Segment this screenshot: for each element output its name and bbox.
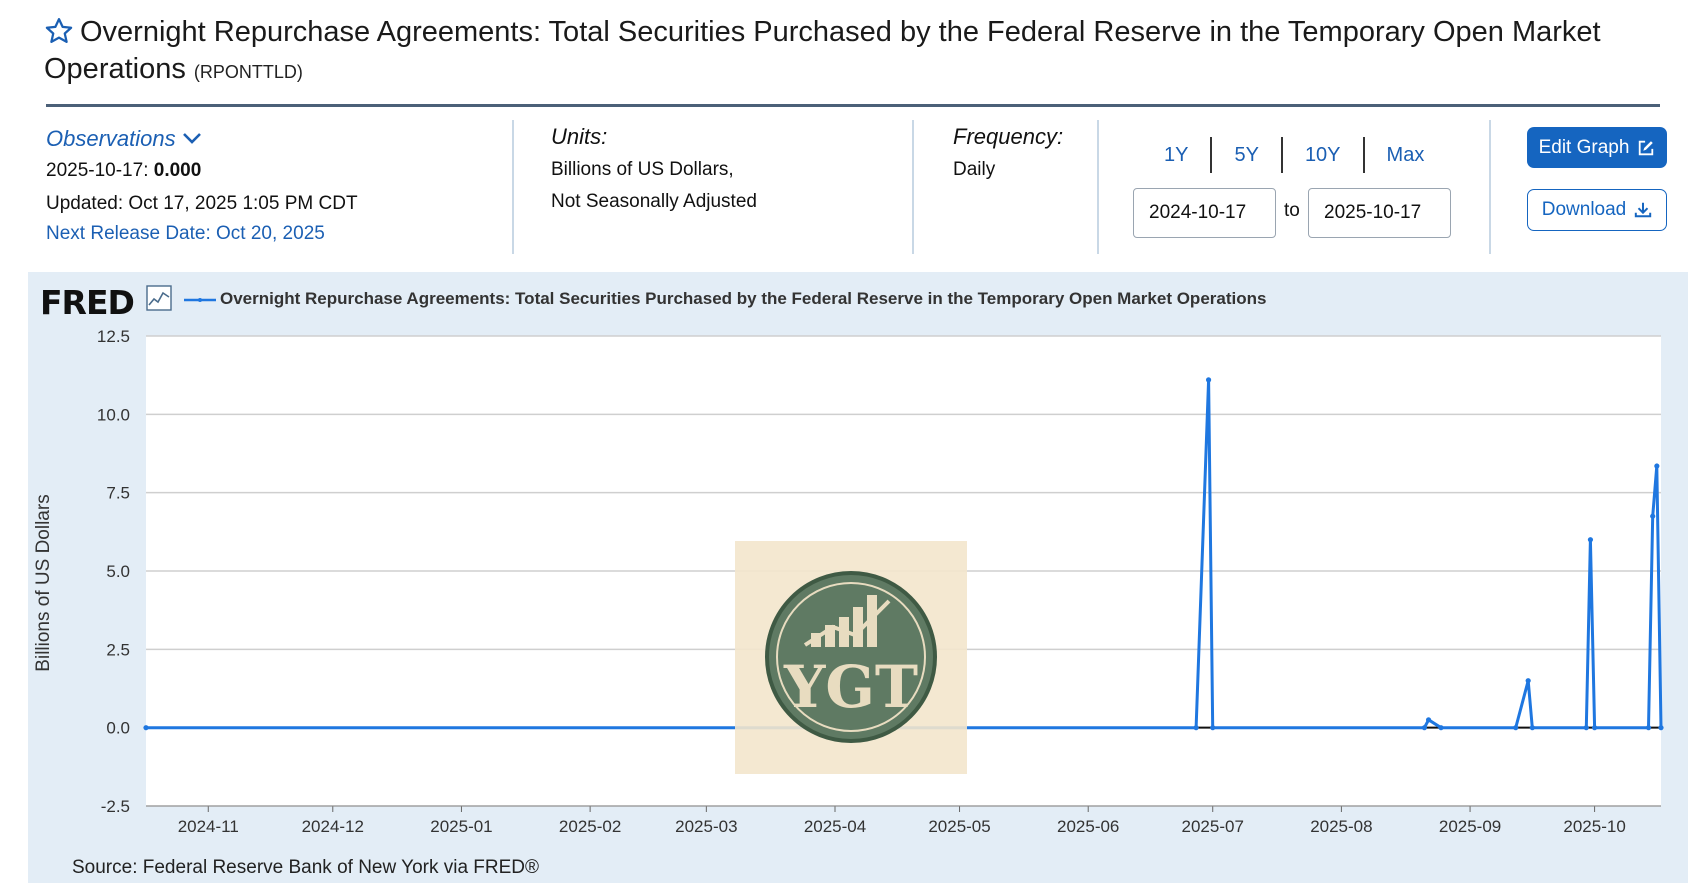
fred-logo: FRED: [40, 283, 135, 322]
y-tick-label: 2.5: [106, 640, 130, 659]
watermark-arrow: [803, 599, 891, 647]
x-tick-label: 2025-03: [675, 817, 737, 836]
range-max-button[interactable]: Max: [1386, 144, 1425, 166]
meta-divider: [1097, 120, 1099, 254]
watermark-bar: [825, 625, 835, 647]
y-tick-label: 0.0: [106, 719, 130, 738]
chart-source: Source: Federal Reserve Bank of New York…: [72, 857, 540, 878]
y-tick-label: -2.5: [101, 797, 130, 816]
x-tick-label: 2025-06: [1057, 817, 1119, 836]
watermark-ring: [776, 582, 926, 732]
units-adjustment: Not Seasonally Adjusted: [551, 191, 757, 212]
y-tick-label: 5.0: [106, 562, 130, 581]
legend-swatch: [184, 298, 216, 302]
next-release-link[interactable]: Next Release Date: Oct 20, 2025: [46, 223, 325, 244]
title-divider: [46, 104, 1660, 107]
data-point: [143, 725, 149, 731]
edit-graph-button[interactable]: Edit Graph: [1527, 127, 1667, 168]
x-tick-label: 2025-05: [928, 817, 990, 836]
data-point: [1210, 725, 1216, 731]
meta-divider: [1489, 120, 1491, 254]
observations-label: Observations: [46, 126, 176, 151]
watermark-bar: [867, 595, 877, 647]
data-point: [1425, 717, 1432, 723]
x-tick-label: 2025-09: [1439, 817, 1501, 836]
star-icon[interactable]: [44, 16, 74, 46]
x-tick-label: 2025-10: [1563, 817, 1625, 836]
y-tick-label: 7.5: [106, 484, 130, 503]
data-point: [1513, 725, 1519, 731]
data-point: [1645, 725, 1652, 731]
series-title: Overnight Repurchase Agreements: Total S…: [44, 14, 1654, 91]
units-label: Units:: [551, 124, 608, 149]
units-value: Billions of US Dollars,: [551, 159, 734, 180]
download-icon: [1635, 202, 1652, 218]
download-button[interactable]: Download: [1527, 189, 1667, 231]
x-tick-label: 2025-02: [559, 817, 621, 836]
latest-observation: 2025-10-17: 0.000: [46, 160, 201, 182]
data-point: [1529, 725, 1535, 731]
chart-sparkline-icon: [146, 285, 172, 311]
data-point: [1587, 537, 1594, 543]
range-1y-button[interactable]: 1Y: [1154, 137, 1213, 173]
watermark-bar: [853, 607, 863, 647]
data-point: [1583, 725, 1589, 731]
y-tick-label: 12.5: [97, 327, 130, 346]
chevron-down-icon: [182, 133, 201, 144]
edit-graph-label: Edit Graph: [1538, 136, 1630, 158]
updated-timestamp: Updated: Oct 17, 2025 1:05 PM CDT: [46, 193, 358, 214]
end-date-input[interactable]: 2025-10-17: [1308, 188, 1451, 238]
data-point: [1205, 377, 1212, 383]
frequency-label: Frequency:: [953, 124, 1064, 149]
range-selector: 1Y 5Y 10Y Max: [1154, 137, 1446, 173]
x-tick-label: 2024-12: [302, 817, 364, 836]
series-title-text: Overnight Repurchase Agreements: Total S…: [44, 16, 1601, 85]
page-header: Overnight Repurchase Agreements: Total S…: [44, 14, 1654, 91]
observations-dropdown[interactable]: Observations: [46, 126, 202, 152]
y-tick-label: 10.0: [97, 405, 130, 424]
data-point: [1650, 513, 1656, 519]
data-point: [1438, 725, 1444, 731]
series-id: (RPONTTLD): [193, 62, 303, 82]
range-5y-button[interactable]: 5Y: [1212, 137, 1283, 173]
watermark-seal: [765, 571, 937, 743]
edit-icon: [1639, 140, 1654, 155]
data-point: [1421, 725, 1428, 731]
data-point: [1525, 678, 1531, 684]
observation-date: 2025-10-17:: [46, 160, 149, 181]
x-tick-label: 2024-11: [178, 817, 239, 836]
data-point: [1658, 725, 1664, 731]
data-point: [1654, 463, 1660, 469]
data-point: [1591, 725, 1598, 731]
observation-value: 0.000: [153, 160, 202, 181]
data-point: [1193, 725, 1199, 731]
x-tick-label: 2025-01: [430, 817, 492, 836]
x-tick-label: 2025-08: [1310, 817, 1372, 836]
watermark-text: YGT: [783, 653, 918, 721]
start-date-input[interactable]: 2024-10-17: [1133, 188, 1276, 238]
range-10y-button[interactable]: 10Y: [1283, 137, 1365, 173]
download-label: Download: [1541, 199, 1627, 220]
x-tick-label: 2025-04: [804, 817, 866, 836]
x-tick-label: 2025-07: [1182, 817, 1244, 836]
meta-divider: [512, 120, 514, 254]
frequency-value: Daily: [953, 159, 996, 180]
meta-divider: [912, 120, 914, 254]
chart-legend-title: Overnight Repurchase Agreements: Total S…: [220, 289, 1267, 308]
date-range-separator: to: [1284, 200, 1300, 221]
